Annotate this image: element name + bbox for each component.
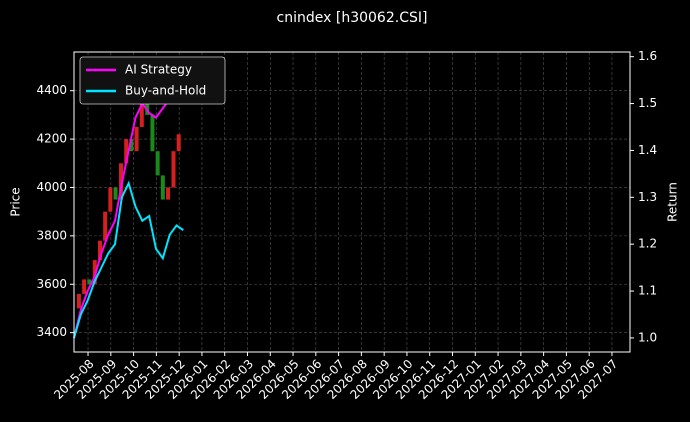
candle [160,175,165,200]
y-tick-label: 4400 [36,83,67,97]
y-axis-label: Price [9,187,23,216]
y2-tick-label: 1.1 [638,284,657,298]
y2-tick-label: 1.4 [638,143,657,157]
legend-box [79,56,226,105]
candle [150,114,155,152]
candle [139,102,144,127]
y2-tick-label: 1.3 [638,190,657,204]
candle [97,240,102,261]
y2-tick-label: 1.6 [638,49,657,63]
series-line [73,98,171,339]
legend-label: Buy-and-Hold [125,84,206,98]
y-tick-label: 3600 [36,277,67,291]
y2-tick-label: 1.5 [638,96,657,110]
y2-tick-label: 1.0 [638,330,657,344]
candle [171,151,176,188]
candle [129,139,134,152]
chart-title: cnindex [h30062.CSI] [277,10,428,26]
y2-tick-label: 1.2 [638,237,657,251]
candle [103,211,108,241]
candle [124,139,129,164]
y-tick-label: 3800 [36,228,67,242]
candle [76,293,81,309]
candle [134,127,139,152]
candle [87,279,92,285]
y2-axis-label: Return [666,182,680,222]
candle [82,279,87,294]
candle [166,187,171,200]
plot-frame [73,51,631,353]
legend: AI Strategy Buy-and-Hold [79,56,226,105]
y-tick-label: 3400 [36,325,67,339]
candle [176,134,181,152]
candle [119,163,124,200]
y-tick-label: 4000 [36,180,67,194]
series-line [73,180,184,339]
candle [155,151,160,176]
y-tick-label: 4200 [36,132,67,146]
candle [108,187,113,212]
legend-label: AI Strategy [125,63,192,77]
candle [113,187,118,200]
candle [92,260,97,285]
